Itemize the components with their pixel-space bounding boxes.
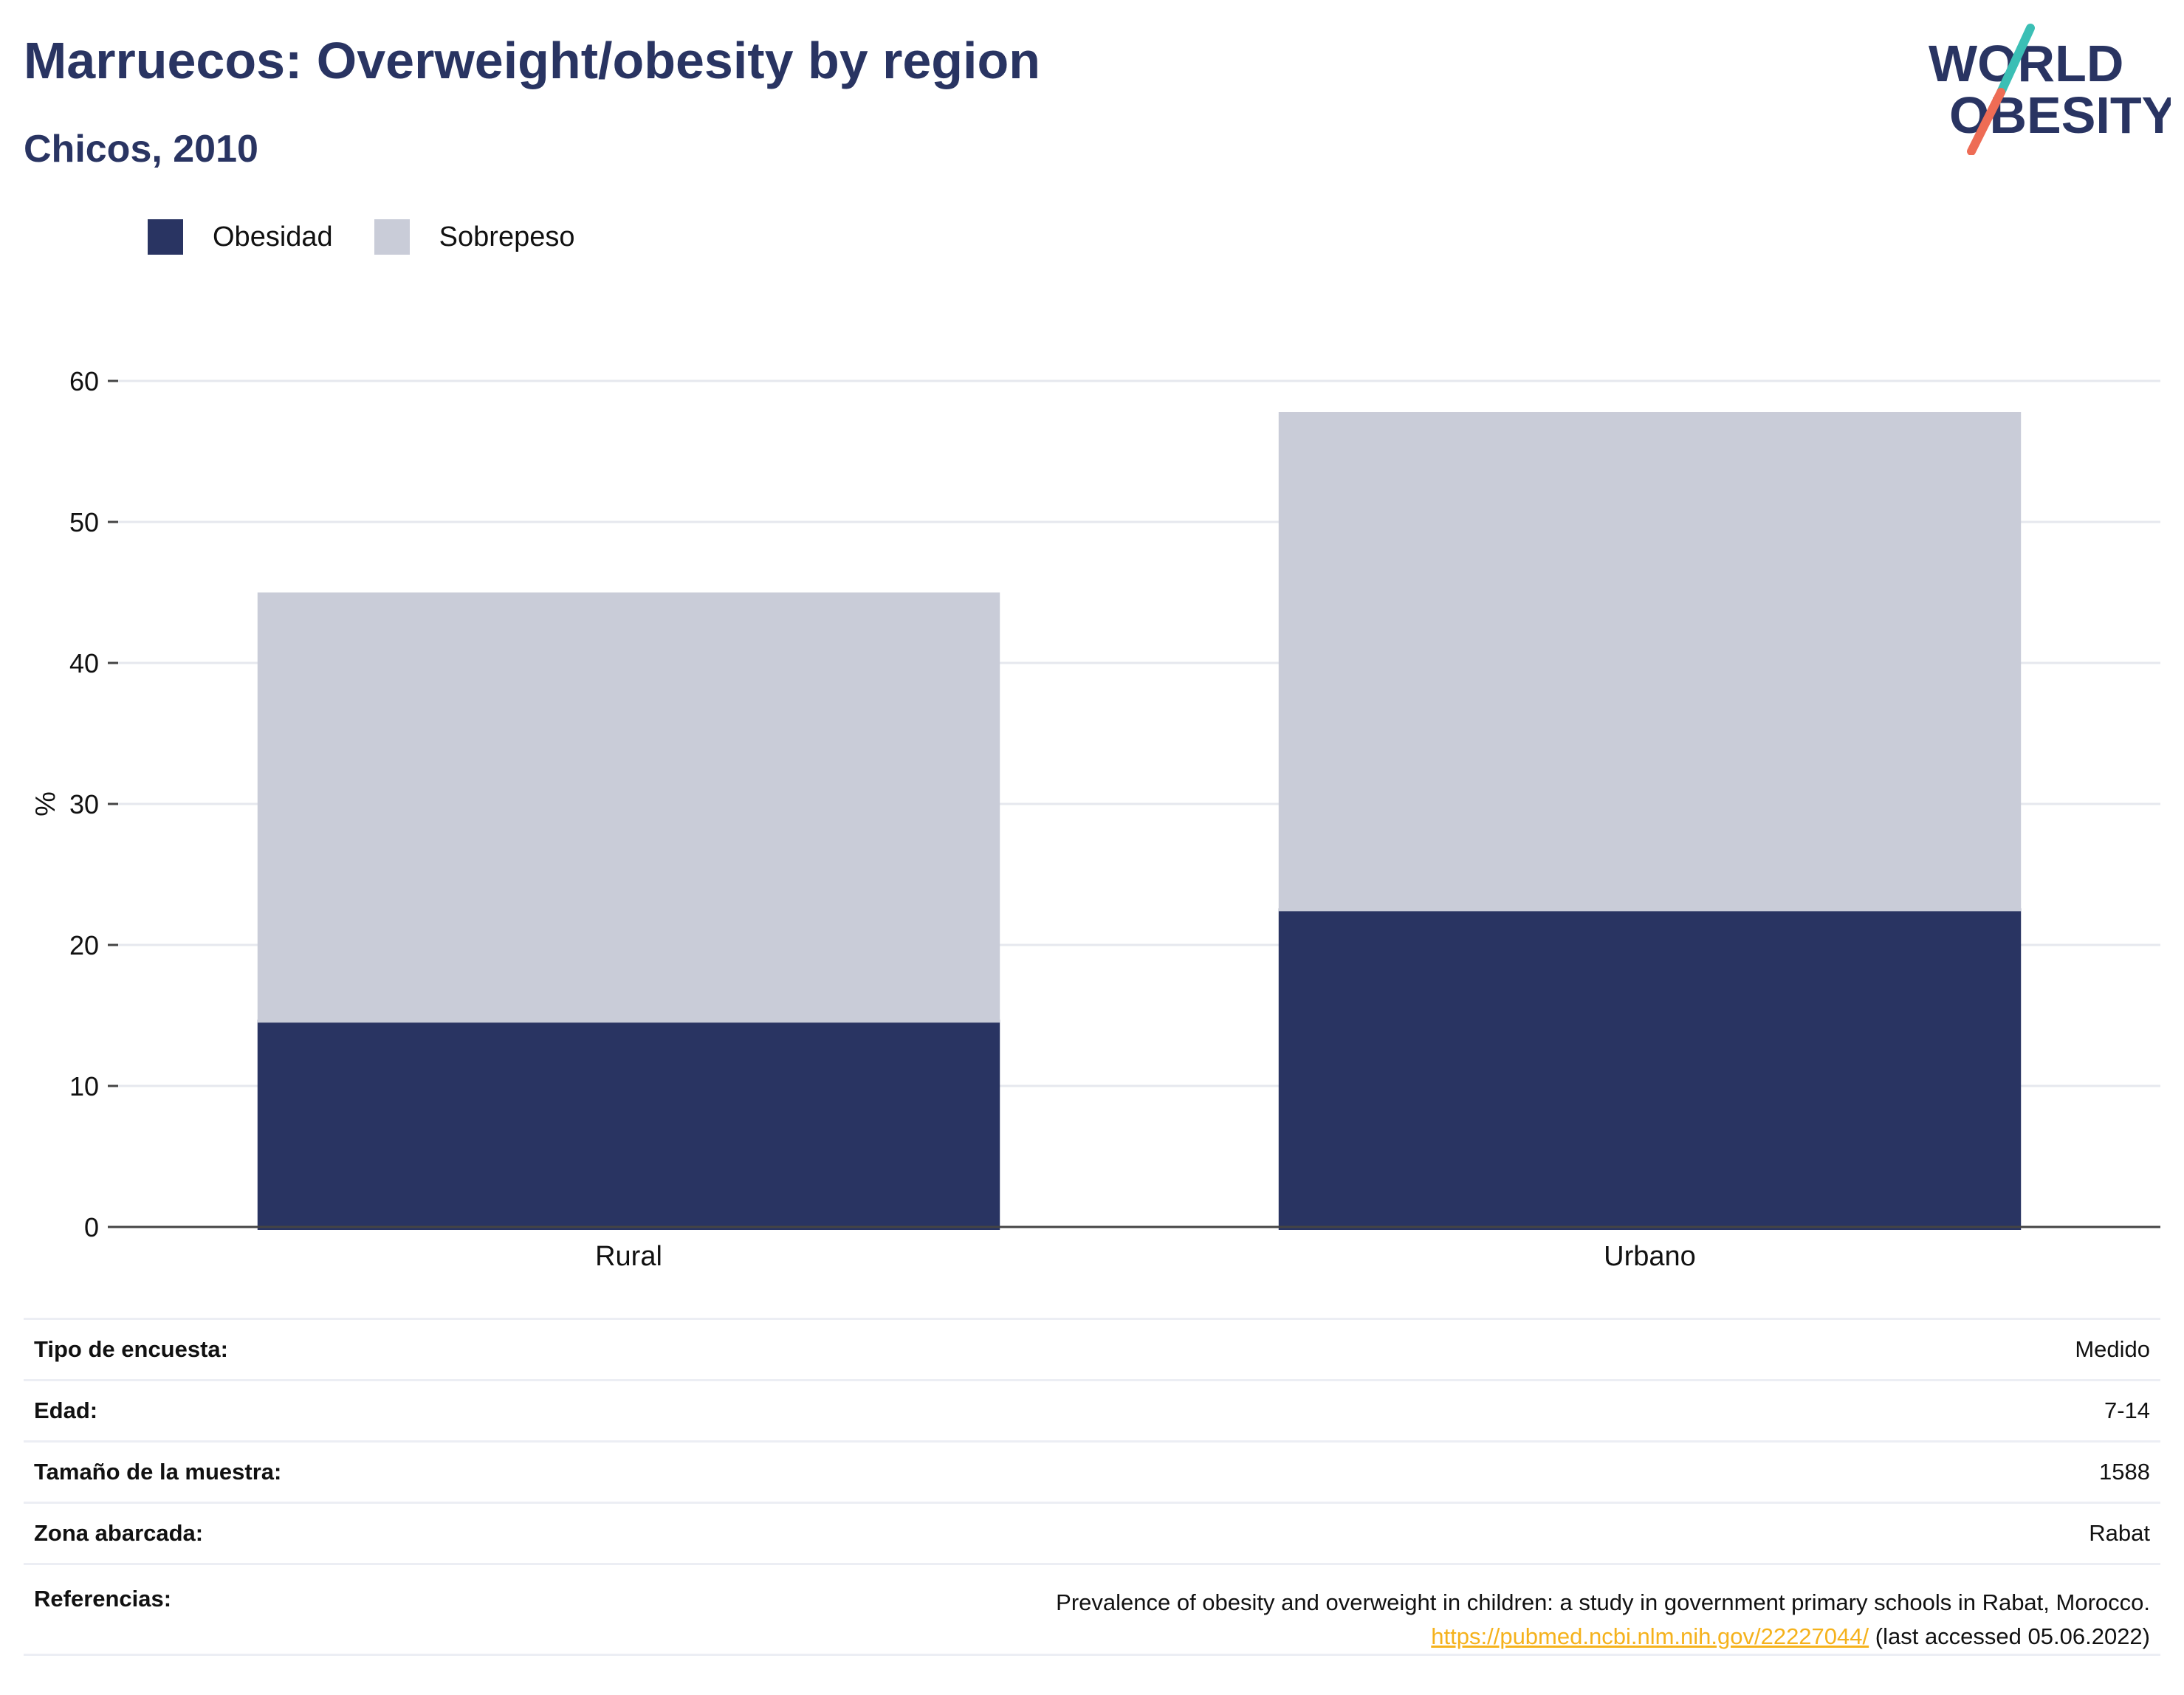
info-row-age: Edad: 7-14 xyxy=(24,1381,2160,1443)
legend-label-obesidad: Obesidad xyxy=(213,221,333,252)
info-label: Tamaño de la muestra: xyxy=(34,1459,282,1485)
info-label: Edad: xyxy=(34,1397,98,1423)
y-tick-label: 60 xyxy=(69,366,99,396)
info-row-area: Zona abarcada: Rabat xyxy=(24,1504,2160,1565)
y-tick-label: 50 xyxy=(69,507,99,537)
chart-legend: Obesidad Sobrepeso xyxy=(148,219,616,255)
logo-slash-teal xyxy=(1996,24,2035,97)
y-tick-label: 30 xyxy=(69,789,99,819)
reference-link-line: https://pubmed.ncbi.nlm.nih.gov/22227044… xyxy=(1056,1620,2150,1654)
info-value: 7-14 xyxy=(2104,1397,2150,1423)
info-row-references: Referencias: Prevalence of obesity and o… xyxy=(24,1565,2160,1656)
info-row-survey-type: Tipo de encuesta: Medido xyxy=(24,1320,2160,1381)
info-value: Rabat xyxy=(2089,1520,2150,1546)
y-axis-title: % xyxy=(30,791,61,816)
legend-swatch-sobrepeso xyxy=(374,219,410,255)
legend-swatch-obesidad xyxy=(148,219,183,255)
survey-info-table: Tipo de encuesta: Medido Edad: 7-14 Tama… xyxy=(24,1318,2160,1656)
info-label: Zona abarcada: xyxy=(34,1520,204,1546)
bar-obesidad-urbano xyxy=(1278,908,2022,1230)
info-label: Referencias: xyxy=(34,1586,172,1612)
info-label: Tipo de encuesta: xyxy=(34,1336,228,1362)
chart-subtitle: Chicos, 2010 xyxy=(24,128,258,171)
bar-sobrepeso-rural xyxy=(257,592,1000,1023)
reference-link[interactable]: https://pubmed.ncbi.nlm.nih.gov/22227044… xyxy=(1431,1623,1869,1649)
x-tick-label: Rural xyxy=(595,1241,662,1272)
reference-accessed: (last accessed 05.06.2022) xyxy=(1875,1623,2150,1649)
world-obesity-logo: WORLD OBESITY xyxy=(1929,24,2171,155)
logo-slash-coral xyxy=(1967,88,2005,155)
chart-title: Marruecos: Overweight/obesity by region xyxy=(24,32,1040,89)
stacked-bar-chart: 0 10 20 30 40 50 60% Rural Urbano xyxy=(30,366,2160,1272)
bar-obesidad-rural xyxy=(257,1020,1000,1230)
x-tick-label: Urbano xyxy=(1604,1241,1696,1272)
legend-label-sobrepeso: Sobrepeso xyxy=(439,221,575,252)
references-value: Prevalence of obesity and overweight in … xyxy=(1056,1586,2150,1654)
y-tick-label: 40 xyxy=(69,648,99,678)
info-value: 1588 xyxy=(2099,1459,2150,1485)
legend-item-obesidad[interactable]: Obesidad xyxy=(148,219,333,255)
reference-title: Prevalence of obesity and overweight in … xyxy=(1056,1589,2150,1615)
legend-item-sobrepeso[interactable]: Sobrepeso xyxy=(374,219,575,255)
bar-sobrepeso-urbano xyxy=(1278,412,2022,912)
y-tick-label: 0 xyxy=(84,1212,99,1242)
y-tick-label: 10 xyxy=(69,1071,99,1101)
info-row-sample-size: Tamaño de la muestra: 1588 xyxy=(24,1443,2160,1504)
y-tick-label: 20 xyxy=(69,930,99,960)
info-value: Medido xyxy=(2075,1336,2150,1362)
